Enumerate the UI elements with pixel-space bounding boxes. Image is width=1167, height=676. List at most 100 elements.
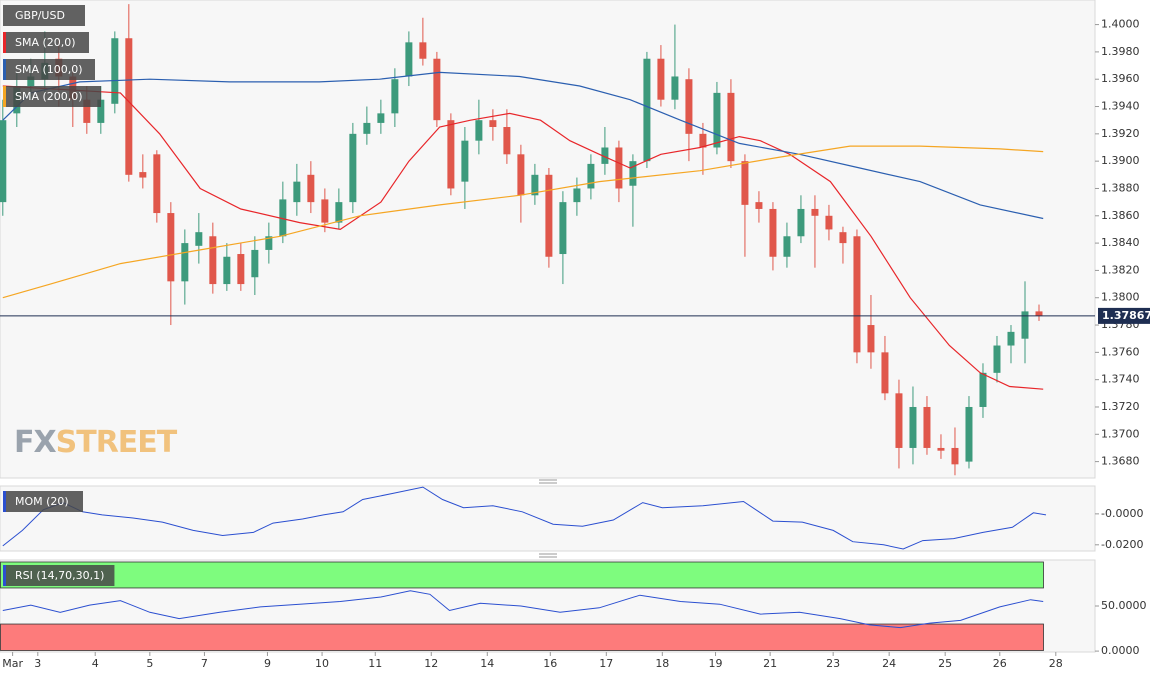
candle xyxy=(209,222,217,294)
candle-body xyxy=(461,140,469,182)
candle xyxy=(461,127,469,209)
x-tick-label: 12 xyxy=(424,657,438,670)
legend-box xyxy=(3,491,83,512)
x-tick-label: Mar xyxy=(2,657,23,670)
legend-text: GBP/USD xyxy=(15,9,65,22)
y-tick-label: 1.3840 xyxy=(1101,236,1140,249)
watermark-street: STREET xyxy=(56,425,178,460)
candle-body xyxy=(797,208,805,237)
candle xyxy=(433,51,441,128)
candle xyxy=(251,236,259,295)
y-tick-label: 1.3900 xyxy=(1101,154,1140,167)
y-tick-label: -0.0000 xyxy=(1101,507,1143,520)
sma-line xyxy=(2,85,1044,390)
candle-body xyxy=(293,181,301,203)
candle-body xyxy=(601,147,609,164)
last-price-box xyxy=(1098,307,1150,324)
candle-body xyxy=(867,325,875,353)
legend-box xyxy=(3,59,95,80)
candle-body xyxy=(335,202,343,223)
y-tick-label: 1.3860 xyxy=(1101,209,1140,222)
x-tick-label: 14 xyxy=(480,657,494,670)
candle-body xyxy=(839,232,847,244)
panel-handle[interactable] xyxy=(539,479,557,484)
x-tick-label: 16 xyxy=(543,657,557,670)
x-tick-label: 24 xyxy=(882,657,896,670)
y-tick-label: 1.3720 xyxy=(1101,400,1140,413)
candle-body xyxy=(559,202,567,255)
candle xyxy=(559,191,567,285)
y-tick-label: 1.3820 xyxy=(1101,263,1140,276)
candle-body xyxy=(391,79,399,114)
legend-item: SMA (100,0) xyxy=(3,59,95,80)
candle-body xyxy=(979,372,987,407)
y-tick-label: 1.3800 xyxy=(1101,291,1140,304)
candle-body xyxy=(139,172,147,178)
candle xyxy=(517,144,525,223)
candle-body xyxy=(433,58,441,121)
candle xyxy=(657,45,665,107)
candle-body xyxy=(489,120,497,128)
candle-body xyxy=(111,38,119,104)
candle xyxy=(811,195,819,268)
legend-item: SMA (20,0) xyxy=(3,32,89,53)
candle xyxy=(391,68,399,128)
candle-body xyxy=(1007,331,1015,346)
x-tick-label: 21 xyxy=(763,657,777,670)
legend-box xyxy=(3,565,115,586)
candle-body xyxy=(853,236,861,353)
candle-body xyxy=(237,254,245,285)
legend-box xyxy=(3,32,89,53)
candle xyxy=(195,213,203,264)
candle xyxy=(769,202,777,271)
candle xyxy=(363,106,371,145)
candle-body xyxy=(909,406,917,448)
candle-body xyxy=(83,99,91,123)
candle xyxy=(335,188,343,230)
candle xyxy=(1035,304,1043,321)
y-tick-label: 1.3880 xyxy=(1101,181,1140,194)
legend-box xyxy=(3,5,85,26)
candle-body xyxy=(825,215,833,230)
candle xyxy=(531,163,539,205)
candle xyxy=(867,294,875,369)
legend-text: MOM (20) xyxy=(15,495,69,508)
candle xyxy=(783,222,791,268)
candle-body xyxy=(0,120,7,203)
candle-body xyxy=(181,243,189,282)
candle xyxy=(475,99,483,155)
candle xyxy=(349,122,357,214)
candle-body xyxy=(405,42,413,77)
mom-panel xyxy=(0,485,1096,552)
x-tick-label: 7 xyxy=(201,657,208,670)
candle xyxy=(0,99,7,216)
y-tick-label: 1.3960 xyxy=(1101,72,1140,85)
candle-body xyxy=(307,174,315,203)
candle-body xyxy=(377,113,385,123)
y-tick-label: 1.3700 xyxy=(1101,427,1140,440)
oversold-band xyxy=(0,623,1044,651)
x-tick-label: 23 xyxy=(826,657,840,670)
x-tick-label: 11 xyxy=(368,657,382,670)
candle-body xyxy=(209,236,217,285)
candle xyxy=(153,150,161,223)
candle-body xyxy=(447,120,455,189)
candle xyxy=(923,396,931,455)
x-tick-label: 5 xyxy=(146,657,153,670)
candle xyxy=(545,167,553,268)
candle xyxy=(965,396,973,469)
y-tick-label: 1.3760 xyxy=(1101,345,1140,358)
candle xyxy=(293,163,301,216)
legend-swatch xyxy=(3,491,6,512)
panel-handle[interactable] xyxy=(539,553,557,558)
candle xyxy=(307,161,315,214)
candle-body xyxy=(167,213,175,282)
candle xyxy=(265,222,273,264)
candle xyxy=(503,109,511,164)
y-tick-label: 1.3680 xyxy=(1101,455,1140,468)
candle xyxy=(181,229,189,305)
candle xyxy=(755,191,763,223)
candle-body xyxy=(363,122,371,134)
candle xyxy=(741,154,749,257)
legend-text: RSI (14,70,30,1) xyxy=(15,569,104,582)
